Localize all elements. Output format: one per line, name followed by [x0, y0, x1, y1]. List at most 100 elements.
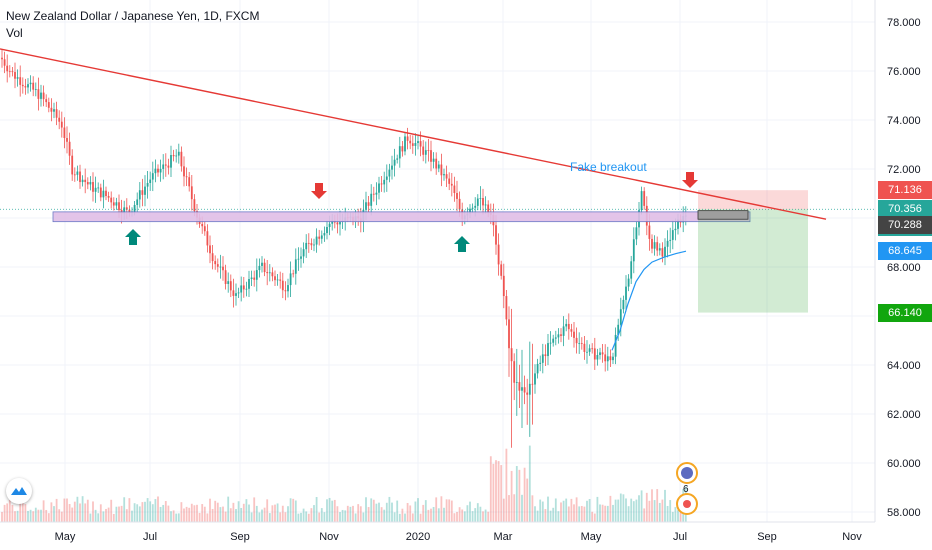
- volume-bar: [521, 494, 523, 522]
- volume-bar: [536, 510, 539, 522]
- symbol-title[interactable]: New Zealand Dollar / Japanese Yen, 1D, F…: [6, 9, 260, 23]
- drawings[interactable]: Fake breakout: [0, 48, 875, 351]
- volume-bar: [266, 499, 269, 522]
- volume-bar: [305, 511, 308, 522]
- volume-bar: [513, 494, 516, 522]
- candle-body: [1, 57, 3, 60]
- volume-bar: [66, 498, 68, 522]
- candle-body: [177, 151, 180, 156]
- volume-bar: [167, 505, 170, 522]
- volume-bar: [284, 512, 287, 522]
- candle-body: [487, 204, 490, 213]
- candle-body: [190, 186, 193, 200]
- candle-body: [263, 262, 266, 273]
- candle-body: [92, 182, 94, 192]
- volume-bar: [677, 510, 679, 522]
- volume-bar: [430, 508, 432, 522]
- volume-bar: [440, 496, 443, 522]
- volume-bar: [45, 509, 48, 522]
- volume-bar: [445, 499, 448, 522]
- candle-body: [99, 187, 102, 198]
- volume-bar: [154, 499, 157, 522]
- volume-bar: [19, 496, 22, 522]
- volume-bar: [209, 498, 211, 522]
- volume-bar: [453, 513, 456, 522]
- volume-bar: [55, 498, 58, 522]
- candle-body: [136, 199, 139, 205]
- candle-body: [510, 348, 513, 362]
- time-axis[interactable]: May Jul Sep Nov 2020 Mar May Jul Sep Nov: [0, 521, 875, 550]
- volume-indicator-label[interactable]: Vol: [6, 26, 23, 40]
- volume-bar: [32, 511, 35, 522]
- price-axis[interactable]: 78.00076.00074.00072.00070.00068.00066.0…: [874, 0, 932, 550]
- candle-body: [125, 207, 128, 210]
- volume-bar: [40, 509, 42, 522]
- volume-bar: [528, 445, 531, 522]
- volume-bar: [81, 496, 84, 522]
- volume-bar: [625, 498, 627, 522]
- volume-bar: [622, 494, 625, 522]
- candle-body: [484, 204, 487, 206]
- volume-bar: [211, 508, 214, 522]
- chart-legend: New Zealand Dollar / Japanese Yen, 1D, F…: [6, 8, 259, 42]
- volume-bar: [619, 493, 622, 522]
- candle-body: [383, 179, 386, 185]
- candle-body: [68, 141, 71, 156]
- volume-bar: [375, 503, 378, 522]
- candle-body: [89, 182, 92, 185]
- volume-bar: [487, 511, 490, 522]
- volume-bar: [6, 503, 9, 522]
- candle-body: [417, 141, 419, 144]
- volume-bar: [11, 505, 14, 522]
- support-zone: [52, 211, 751, 223]
- candle-body: [640, 191, 643, 211]
- candle-body: [313, 244, 315, 246]
- candle-body: [21, 84, 24, 87]
- volume-bar: [73, 501, 76, 522]
- volume-bar: [669, 500, 672, 522]
- candle-body: [677, 219, 679, 229]
- volume-bar: [42, 500, 45, 522]
- candle-body: [562, 326, 565, 336]
- volume-bar: [196, 504, 198, 522]
- volume-bar: [206, 513, 209, 522]
- volume-bar: [188, 507, 191, 522]
- candle-body: [118, 202, 120, 211]
- candle-body: [193, 199, 196, 212]
- author-widget[interactable]: 6: [676, 462, 698, 518]
- volume-bar: [162, 504, 165, 522]
- volume-bar: [352, 505, 354, 522]
- candle-body: [172, 155, 175, 157]
- volume-bar: [560, 502, 562, 522]
- volume-bar: [643, 508, 646, 522]
- tradingview-logo-icon[interactable]: [6, 478, 32, 504]
- candle-body: [440, 164, 443, 176]
- volume-bar: [557, 511, 560, 522]
- candle-body: [544, 354, 547, 357]
- candle-body: [588, 348, 591, 352]
- candle-body: [144, 186, 146, 195]
- candle-body: [255, 270, 258, 280]
- volume-bar: [232, 502, 235, 522]
- volume-bar: [627, 506, 630, 522]
- volume-bar: [424, 500, 427, 522]
- volume-bar: [497, 461, 500, 522]
- volume-bar: [76, 496, 79, 522]
- candle-body: [79, 171, 81, 183]
- volume-bar: [362, 512, 365, 522]
- price-tick-label: 62.000: [887, 409, 921, 421]
- volume-bar: [583, 506, 586, 522]
- volume-bar: [448, 499, 451, 522]
- time-tick-label: May: [581, 531, 602, 543]
- volume-bar: [357, 504, 360, 522]
- volume-bar: [640, 490, 643, 522]
- candle-body: [292, 273, 295, 275]
- volume-bar: [255, 505, 258, 522]
- candle-body: [534, 373, 536, 385]
- volume-bar: [632, 501, 635, 522]
- volume-bar: [365, 497, 367, 522]
- author-count: 6: [683, 484, 689, 495]
- candle-body: [315, 236, 318, 245]
